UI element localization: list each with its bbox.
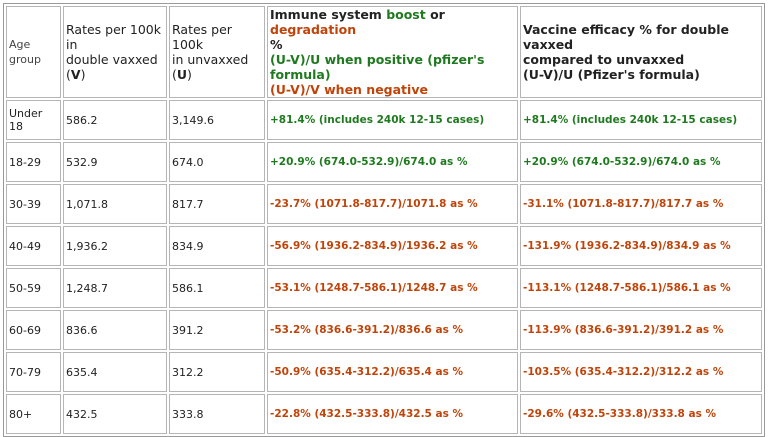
unvaxxed-rate-cell: 586.1 — [169, 268, 265, 308]
double-vaxxed-rate-cell: 836.6 — [63, 310, 167, 350]
immune-change-cell: -53.1% (1248.7-586.1)/1248.7 as % — [267, 268, 518, 308]
table-row: 50-59 1,248.7 586.1 -53.1% (1248.7-586.1)/1… — [6, 268, 762, 308]
immune-change-cell: +81.4% (includes 240k 12-15 cases) — [267, 100, 518, 140]
header-immune-t3: or — [425, 7, 445, 22]
age-cell: 70-79 — [6, 352, 61, 392]
age-cell: 30-39 — [6, 184, 61, 224]
table-row: Under 18 586.2 3,149.6 +81.4% (includes 240… — [6, 100, 762, 140]
table-row: 40-49 1,936.2 834.9 -56.9% (1936.2-834.9)/1… — [6, 226, 762, 266]
unvaxxed-rate-cell: 834.9 — [169, 226, 265, 266]
vaccine-efficacy-cell: +20.9% (674.0-532.9)/674.0 as % — [520, 142, 762, 182]
header-row: Age group Rates per 100k in double vaxxe… — [6, 6, 762, 98]
double-vaxxed-rate-cell: 432.5 — [63, 394, 167, 434]
header-unvax-paren-close: ) — [187, 67, 192, 82]
header-age-group: Age group — [6, 6, 61, 98]
header-efficacy-line2: compared to unvaxxed — [523, 52, 685, 67]
vaccine-efficacy-cell: -31.1% (1071.8-817.7)/817.7 as % — [520, 184, 762, 224]
unvaxxed-rate-cell: 817.7 — [169, 184, 265, 224]
header-immune-degradation: degradation — [270, 22, 357, 37]
age-cell: 80+ — [6, 394, 61, 434]
header-efficacy-line3: (U-V)/U (Pfizer's formula) — [523, 67, 700, 82]
immune-change-cell: -53.2% (836.6-391.2)/836.6 as % — [267, 310, 518, 350]
unvaxxed-rate-cell: 3,149.6 — [169, 100, 265, 140]
double-vaxxed-rate-cell: 1,071.8 — [63, 184, 167, 224]
header-immune-percent: % — [270, 37, 283, 52]
unvaxxed-rate-cell: 312.2 — [169, 352, 265, 392]
header-unvax-line1: Rates per 100k — [172, 22, 232, 52]
vaccine-rates-table: Age group Rates per 100k in double vaxxe… — [3, 3, 765, 437]
vaccine-efficacy-cell: -131.9% (1936.2-834.9)/834.9 as % — [520, 226, 762, 266]
header-double-line1: Rates per 100k — [66, 22, 161, 37]
header-immune-boost: boost — [386, 7, 426, 22]
immune-change-cell: +20.9% (674.0-532.9)/674.0 as % — [267, 142, 518, 182]
unvaxxed-rate-cell: 391.2 — [169, 310, 265, 350]
double-vaxxed-rate-cell: 586.2 — [63, 100, 167, 140]
age-cell: Under 18 — [6, 100, 61, 140]
header-efficacy-line1: Vaccine efficacy % for double vaxxed — [523, 22, 729, 52]
header-immune-negative-formula: (U-V)/V when negative — [270, 82, 428, 97]
double-vaxxed-rate-cell: 635.4 — [63, 352, 167, 392]
vaccine-efficacy-cell: -29.6% (432.5-333.8)/333.8 as % — [520, 394, 762, 434]
unvaxxed-rate-cell: 674.0 — [169, 142, 265, 182]
header-double-paren-close: ) — [80, 67, 86, 82]
table-body: Under 18 586.2 3,149.6 +81.4% (includes 240… — [6, 100, 762, 434]
header-immune-t1: Immune system — [270, 7, 387, 22]
header-unvax-paren-open: ( — [172, 67, 177, 82]
double-vaxxed-rate-cell: 532.9 — [63, 142, 167, 182]
header-double-paren-open: ( — [66, 67, 71, 82]
double-vaxxed-rate-cell: 1,248.7 — [63, 268, 167, 308]
table-row: 80+ 432.5 333.8 -22.8% (432.5-333.8)/432.5 … — [6, 394, 762, 434]
age-cell: 40-49 — [6, 226, 61, 266]
immune-change-cell: -22.8% (432.5-333.8)/432.5 as % — [267, 394, 518, 434]
age-cell: 50-59 — [6, 268, 61, 308]
age-cell: 60-69 — [6, 310, 61, 350]
header-unvax-line2: in unvaxxed — [172, 52, 249, 67]
unvaxxed-rate-cell: 333.8 — [169, 394, 265, 434]
data-table-wrapper: Age group Rates per 100k in double vaxxe… — [3, 3, 765, 437]
header-double-line2: in — [66, 37, 78, 52]
header-immune-system: Immune system boost or degradation % (U-… — [267, 6, 518, 98]
header-immune-positive-formula: (U-V)/U when positive (pfizer's formula) — [270, 52, 485, 82]
age-cell: 18-29 — [6, 142, 61, 182]
header-vaccine-efficacy: Vaccine efficacy % for double vaxxed com… — [520, 6, 762, 98]
header-double-symbol: V — [70, 67, 81, 82]
header-double-line3: double vaxxed — [66, 52, 158, 67]
header-rates-unvaxxed: Rates per 100k in unvaxxed (U) — [169, 6, 265, 98]
immune-change-cell: -50.9% (635.4-312.2)/635.4 as % — [267, 352, 518, 392]
vaccine-efficacy-cell: -113.1% (1248.7-586.1)/586.1 as % — [520, 268, 762, 308]
immune-change-cell: -23.7% (1071.8-817.7)/1071.8 as % — [267, 184, 518, 224]
table-row: 70-79 635.4 312.2 -50.9% (635.4-312.2)/635.… — [6, 352, 762, 392]
immune-change-cell: -56.9% (1936.2-834.9)/1936.2 as % — [267, 226, 518, 266]
table-row: 30-39 1,071.8 817.7 -23.7% (1071.8-817.7)/1… — [6, 184, 762, 224]
table-row: 60-69 836.6 391.2 -53.2% (836.6-391.2)/836.… — [6, 310, 762, 350]
header-unvax-symbol: U — [176, 67, 188, 82]
vaccine-efficacy-cell: -103.5% (635.4-312.2)/312.2 as % — [520, 352, 762, 392]
vaccine-efficacy-cell: -113.9% (836.6-391.2)/391.2 as % — [520, 310, 762, 350]
double-vaxxed-rate-cell: 1,936.2 — [63, 226, 167, 266]
header-rates-double-vaxxed: Rates per 100k in double vaxxed (V) — [63, 6, 167, 98]
vaccine-efficacy-cell: +81.4% (includes 240k 12-15 cases) — [520, 100, 762, 140]
table-row: 18-29 532.9 674.0 +20.9% (674.0-532.9)/674.… — [6, 142, 762, 182]
